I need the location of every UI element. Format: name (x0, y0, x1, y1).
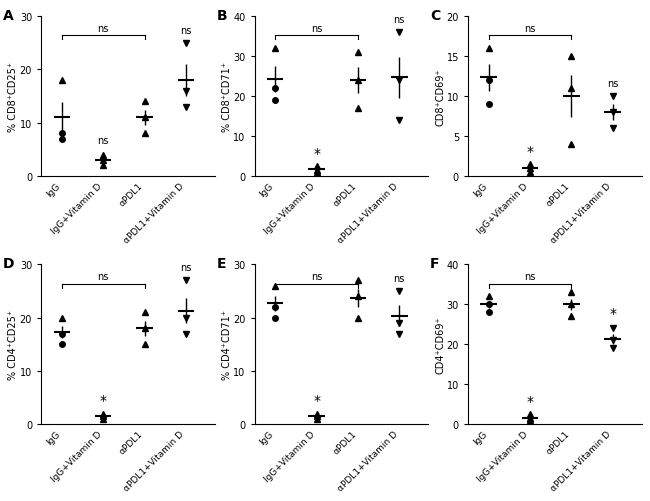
Text: F: F (430, 257, 439, 271)
Text: ns: ns (394, 15, 405, 25)
Y-axis label: % CD8⁺CD25⁺: % CD8⁺CD25⁺ (8, 62, 18, 132)
Text: C: C (430, 9, 440, 23)
Text: *: * (526, 394, 534, 408)
Text: ns: ns (98, 272, 109, 282)
Text: ns: ns (311, 24, 322, 34)
Text: ns: ns (525, 272, 536, 282)
Text: *: * (313, 146, 320, 160)
Text: A: A (3, 9, 14, 23)
Text: ns: ns (311, 272, 322, 282)
Text: E: E (216, 257, 226, 271)
Text: ns: ns (98, 136, 109, 146)
Text: D: D (3, 257, 14, 271)
Text: ns: ns (607, 79, 618, 89)
Text: *: * (609, 307, 616, 321)
Text: ns: ns (180, 26, 192, 36)
Y-axis label: % CD8⁺CD71⁺: % CD8⁺CD71⁺ (222, 62, 232, 132)
Y-axis label: CD8⁺CD69⁺: CD8⁺CD69⁺ (436, 68, 445, 126)
Text: *: * (313, 393, 320, 407)
Text: ns: ns (525, 24, 536, 34)
Text: ns: ns (180, 263, 192, 273)
Y-axis label: CD4⁺CD69⁺: CD4⁺CD69⁺ (436, 316, 445, 373)
Y-axis label: % CD4⁺CD25⁺: % CD4⁺CD25⁺ (8, 310, 18, 380)
Text: ns: ns (98, 24, 109, 34)
Text: *: * (526, 144, 534, 158)
Text: B: B (216, 9, 227, 23)
Text: *: * (99, 393, 107, 407)
Text: ns: ns (394, 274, 405, 284)
Y-axis label: % CD4⁺CD71⁺: % CD4⁺CD71⁺ (222, 310, 232, 379)
